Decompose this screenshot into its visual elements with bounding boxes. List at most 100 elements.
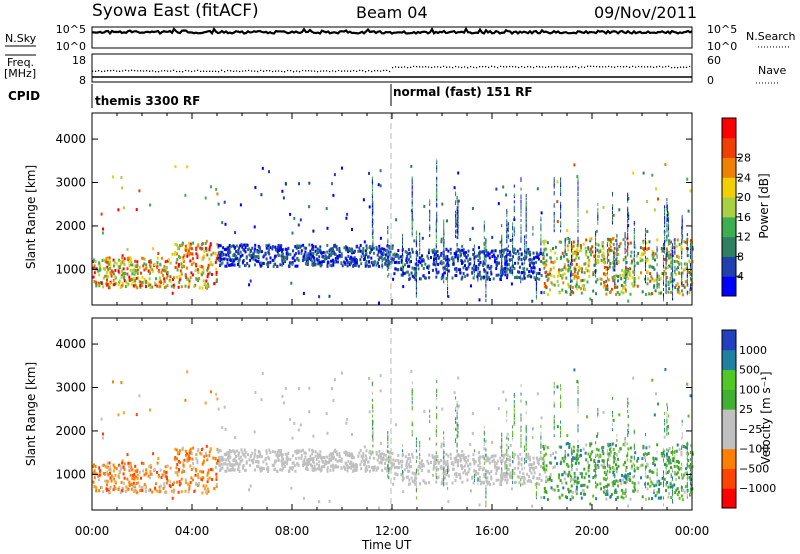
scatter-cell (465, 267, 468, 271)
scatter-cell (536, 460, 539, 464)
scatter-cell (570, 278, 572, 282)
scatter-cell (158, 485, 161, 489)
scatter-cell (615, 293, 618, 296)
scatter-cell (676, 290, 679, 294)
scatter-cell (216, 254, 219, 258)
scatter-cell (520, 201, 522, 205)
scatter-cell (586, 269, 589, 273)
scatter-cell (378, 461, 381, 465)
scatter-cell (196, 277, 199, 281)
scatter-cell (616, 285, 619, 289)
scatter-cell (636, 489, 639, 493)
scatter-cell (570, 272, 572, 276)
scatter-cell (560, 208, 562, 212)
scatter-cell (392, 253, 395, 257)
scatter-cell (431, 249, 434, 253)
scatter-cell (667, 220, 669, 223)
scatter-cell (577, 186, 579, 190)
scatter-cell (159, 468, 162, 472)
scatter-cell (606, 271, 608, 275)
scatter-cell (666, 255, 668, 259)
scatter-cell (201, 258, 204, 261)
scatter-cell (278, 454, 281, 457)
scatter-cell (457, 268, 460, 272)
scatter-cell (372, 244, 374, 248)
scatter-cell (656, 273, 658, 277)
scatter-cell (543, 490, 546, 494)
scatter-cell (520, 258, 523, 261)
scatter-cell (260, 261, 263, 265)
scatter-cell (642, 444, 645, 448)
scatter-cell (645, 276, 646, 280)
scatter-cell (569, 498, 572, 501)
scatter-cell (429, 223, 431, 227)
scatter-cell (471, 207, 474, 210)
scatter-cell (372, 251, 375, 255)
scatter-cell (495, 478, 498, 482)
scatter-cell (610, 492, 613, 496)
scatter-cell (570, 273, 573, 277)
scatter-cell (157, 270, 160, 274)
scatter-cell (519, 247, 522, 251)
scatter-cell (402, 246, 403, 249)
scatter-cell (354, 263, 357, 267)
scatter-cell (408, 260, 411, 264)
scatter-cell (178, 449, 181, 453)
scatter-cell (596, 463, 599, 467)
scatter-cell (119, 259, 122, 263)
scatter-cell (549, 288, 551, 292)
scatter-cell (646, 258, 649, 262)
scatter-cell (577, 208, 579, 212)
scatter-cell (436, 250, 439, 253)
scatter-cell (646, 270, 649, 274)
scatter-cell (681, 221, 683, 225)
scatter-cell (672, 281, 673, 285)
scatter-cell (583, 271, 586, 275)
scatter-cell (93, 264, 96, 268)
scatter-cell (627, 246, 629, 250)
scatter-cell (588, 474, 591, 478)
scatter-cell (593, 468, 596, 472)
scatter-cell (415, 291, 417, 295)
scatter-cell (395, 218, 398, 222)
scatter-cell (507, 467, 510, 471)
scatter-cell (625, 288, 627, 292)
scatter-cell (577, 226, 579, 230)
scatter-cell (524, 251, 526, 255)
scatter-cell (545, 259, 548, 263)
scatter-cell (582, 242, 585, 246)
scatter-cell (603, 283, 606, 287)
scatter-cell (169, 261, 172, 265)
scatter-cell (230, 450, 233, 454)
scatter-cell (540, 496, 543, 500)
scatter-cell (446, 460, 449, 463)
scatter-cell (572, 445, 575, 449)
scatter-cell (132, 276, 135, 280)
scatter-cell (244, 250, 247, 254)
power-ylabel: Slant Range [km] (24, 165, 38, 269)
scatter-cell (387, 238, 389, 242)
scatter-cell (690, 492, 693, 496)
scatter-cell (117, 413, 120, 417)
scatter-cell (311, 254, 314, 258)
scatter-cell (123, 279, 126, 283)
scatter-cell (415, 270, 417, 274)
scatter-cell (525, 213, 527, 217)
scatter-cell (602, 251, 605, 255)
scatter-cell (161, 273, 164, 277)
scatter-cell (506, 247, 508, 251)
scatter-cell (454, 460, 457, 464)
scatter-cell (674, 251, 676, 255)
scatter-cell (445, 469, 448, 472)
scatter-cell (472, 276, 475, 280)
scatter-cell (603, 261, 606, 265)
scatter-cell (505, 460, 508, 463)
scatter-cell (381, 266, 383, 270)
scatter-cell (232, 449, 235, 453)
scatter-cell (387, 231, 389, 235)
scatter-cell (233, 263, 236, 267)
scatter-cell (619, 273, 622, 277)
scatter-cell (485, 280, 487, 283)
scatter-cell (408, 482, 411, 486)
